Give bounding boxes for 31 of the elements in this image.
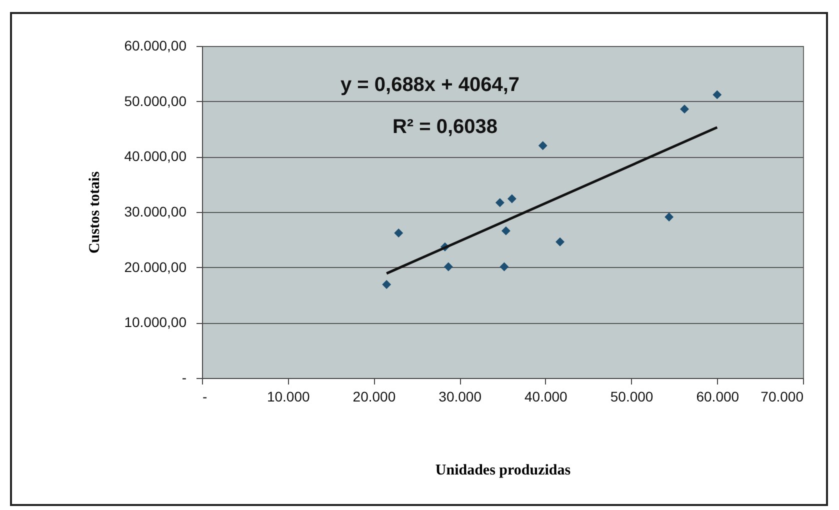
- annotation: y = 0,688x + 4064,7: [340, 74, 520, 96]
- x-tick-label: 40.000: [524, 388, 568, 404]
- y-tick-label: 50.000,00: [124, 92, 187, 109]
- y-tick-label: 30.000,00: [124, 204, 187, 220]
- point: [444, 262, 453, 272]
- x-tick-label: -: [202, 388, 208, 404]
- y-axis-title: Custos totais: [87, 171, 104, 254]
- x-tick-label: 50.000: [610, 388, 654, 404]
- x-tick-label: 10.000: [266, 388, 310, 404]
- y-tick-label: 40.000,00: [124, 148, 187, 164]
- point: [495, 198, 504, 208]
- y-tick-label: 20.000,00: [124, 258, 187, 275]
- point: [556, 237, 564, 246]
- point: [501, 226, 510, 236]
- x-tick-label: 70.000: [760, 388, 804, 404]
- x-tick-label: 30.000: [438, 388, 482, 404]
- point: [500, 262, 509, 272]
- y-tick-label: 10.000,00: [124, 314, 187, 330]
- x-tick-label: 20.000: [352, 388, 396, 404]
- point: [394, 228, 404, 238]
- annotation: R² = 0,6038: [392, 116, 498, 138]
- point: [382, 280, 392, 289]
- x-axis-title: Unidades produzidas: [435, 462, 571, 478]
- point: [538, 141, 548, 150]
- point: [507, 194, 516, 204]
- x-tick-label: 60.000: [696, 388, 740, 404]
- point: [712, 90, 722, 100]
- point: [664, 212, 674, 222]
- y-tick-label: -: [182, 370, 187, 386]
- y-tick-label: 60.000,00: [124, 38, 187, 54]
- point: [680, 104, 689, 114]
